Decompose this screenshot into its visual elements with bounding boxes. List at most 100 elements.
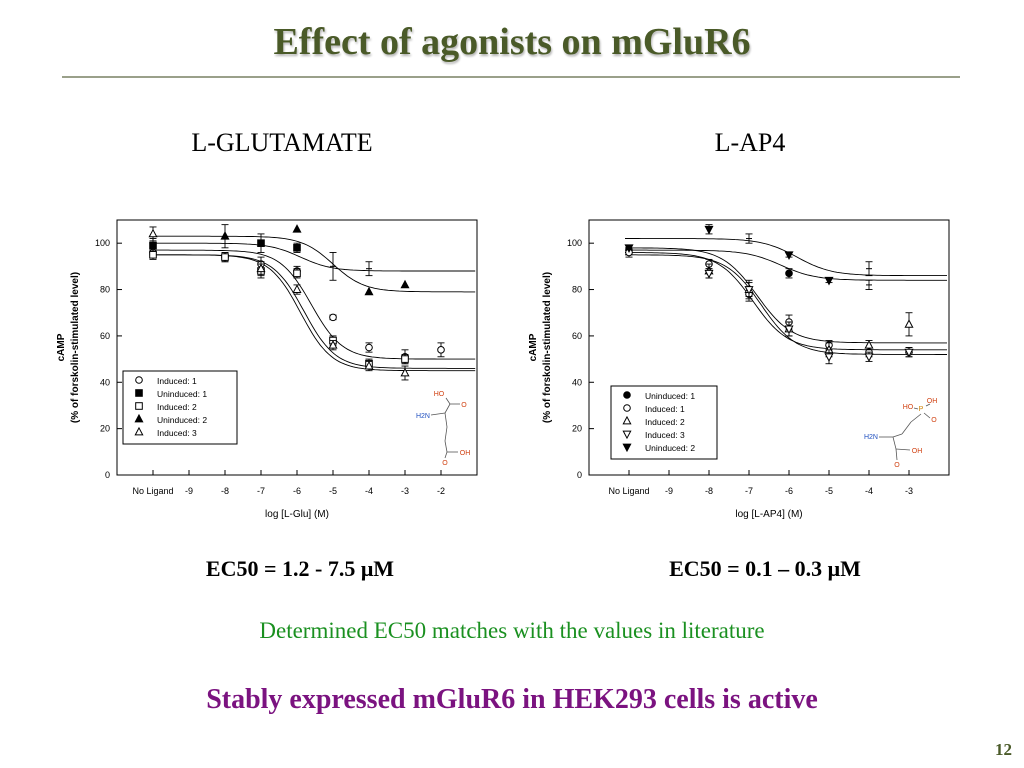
chart1-mol-label-ho: HO [903,404,914,411]
chart0-data-point [364,360,374,370]
chart0-legend-marker [134,413,144,423]
chart1-x-tick-label: -7 [745,486,753,496]
chart0-x-tick-label: -2 [437,486,445,496]
chart0-x-tick-label: -4 [365,486,373,496]
chart1-data-point [864,353,874,362]
chart1-legend-entry: Induced: 2 [645,417,685,427]
chart0-fit-curve [149,249,476,360]
chart1-legend-marker [622,430,632,440]
chart0-y-tick-label: 0 [105,470,110,480]
chart1-mol-label-nh2: H2N [864,434,878,441]
chart1-data-point [624,244,634,253]
chart0-mol-label-o-top: O [461,402,467,409]
chart0-x-tick-label: -7 [257,486,265,496]
chart0-data-point [148,228,158,238]
chart0-data-point [293,269,301,278]
page-number: 12 [995,740,1012,759]
chart0-molecule-structure: HO O H2N O OH [416,391,470,467]
chart1-data-point [704,225,714,235]
chart0-legend-entry: Induced: 1 [157,376,197,386]
chart1-x-tick-label: -9 [665,486,673,496]
chart0-x-tick-label: -9 [185,486,193,496]
chart1-fit-curve [625,252,947,351]
conclusion-text: Stably expressed mGluR6 in HEK293 cells … [206,684,818,715]
chart1-legend-entry: Induced: 1 [645,404,685,414]
chart0-y-axis-label-line2: (% of forskolin-stimulated level) [70,272,81,423]
right-panel-heading: L-AP4 [714,128,786,157]
chart0-legend-marker [134,426,144,436]
chart0-fit-curve [149,254,476,372]
chart1-x-tick-label: -4 [865,486,873,496]
left-ec50: EC50 = 1.2 - 7.5 μM [205,556,395,581]
chart1-y-tick-label: 20 [572,424,582,434]
chart0-legend-entry: Induced: 2 [157,402,197,412]
chart1-data-point [864,340,874,349]
chart0-y-tick-label: 80 [100,285,110,295]
chart0-data-point [364,286,374,296]
chart1-mol-label-o-p: O [931,417,937,424]
chart1-fit-curve [625,254,947,355]
chart1-x-tick-label: -5 [825,486,833,496]
chart0-legend-marker [135,376,143,384]
chart0-data-point [292,284,302,293]
chart1-legend-entry: Uninduced: 2 [645,443,695,453]
chart0-y-tick-label: 40 [100,377,110,387]
chart0-data-point [149,241,157,250]
chart0-data-point [220,231,230,240]
lap4-dose-response-chart: 0 20 40 60 80 100 No Ligand -9 -8 -7 -6 -5 -4 -3 log [… [528,219,950,520]
chart0-data-point [293,244,301,252]
chart0-mol-label-o-bottom: O [442,460,448,467]
chart1-y-tick-label: 100 [567,238,582,248]
chart0-data-point [400,367,410,377]
title-divider [62,76,960,78]
chart1-data-point [784,325,794,335]
chart1-y-axis-label-line1: cAMP [528,333,539,361]
chart0-data-point [328,340,338,349]
chart1-data-point [784,251,794,260]
chart0-legend-entry: Uninduced: 1 [157,389,207,399]
chart1-data-point [744,286,754,295]
chart0-data-point [401,355,409,363]
chart1-x-tick-label: -3 [905,486,913,496]
chart0-mol-label-nh2: H2N [416,413,430,420]
chart0-x-tick-label: -5 [329,486,337,496]
chart0-data-point [257,239,265,247]
chart0-data-point [292,224,302,233]
chart0-legend-entry: Uninduced: 2 [157,415,207,425]
chart0-fit-curve [149,242,476,272]
chart1-mol-label-oh: OH [912,448,923,455]
chart0-data-point [437,346,445,354]
chart1-y-tick-label: 80 [572,285,582,295]
chart0-x-tick-label: -6 [293,486,301,496]
chart1-y-tick-label: 40 [572,377,582,387]
chart1-y-axis-label-line2: (% of forskolin-stimulated level) [542,272,553,423]
chart1-plot-frame [588,219,950,476]
chart0-x-tick-label: -3 [401,486,409,496]
chart1-data-point [824,276,834,286]
chart0-legend-entry: Induced: 3 [157,428,197,438]
chart0-data-point [365,343,373,352]
chart0-legend-marker [135,402,143,410]
chart1-data-point [785,269,793,278]
chart0-y-tick-label: 20 [100,424,110,434]
chart1-x-axis-label: log [L-AP4] (M) [735,509,802,520]
chart1-x-tick-label: -6 [785,486,793,496]
chart1-data-point [904,319,914,328]
glutamate-dose-response-chart: 0 20 40 60 80 100 No Ligand -9 -8 -7 -6 -5 -4 -3 -2 log… [56,219,478,520]
chart0-fit-curve [149,254,476,369]
chart0-fit-curve [149,235,476,293]
chart1-legend-marker [623,391,631,399]
chart0-mol-label-oh: OH [460,450,471,457]
left-panel-heading: L-GLUTAMATE [191,128,373,157]
chart1-x-tick-label: No Ligand [608,486,649,496]
slide-title: Effect of agonists on mGluR6 [273,21,751,63]
chart0-data-point [329,313,337,322]
chart0-mol-label-ho: HO [434,391,445,398]
chart0-y-tick-label: 100 [95,238,110,248]
chart1-data-point [704,269,714,279]
chart1-data-point [824,353,834,362]
chart1-legend-entry: Induced: 3 [645,430,685,440]
chart0-y-tick-label: 60 [100,331,110,341]
chart0-legend-marker [135,389,143,397]
chart0-x-tick-label: No Ligand [132,486,173,496]
